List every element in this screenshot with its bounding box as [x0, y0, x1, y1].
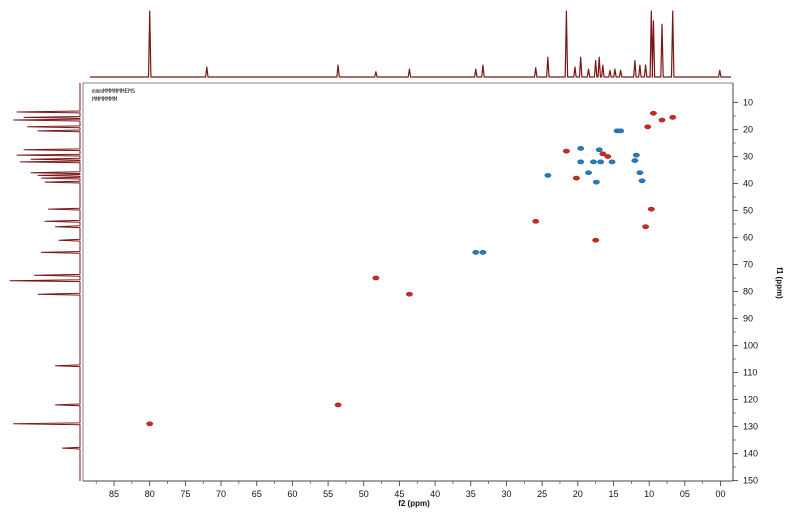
- x-tick-label: 30: [501, 489, 511, 499]
- x-tick-label: 15: [608, 489, 618, 499]
- cross-peak-positive: [592, 237, 600, 243]
- y-tick-label: 20: [743, 125, 753, 135]
- y-tick-label: 130: [743, 422, 758, 432]
- y-tick-label: 60: [743, 233, 753, 243]
- x-tick-label: 10: [644, 489, 654, 499]
- x-tick-label: 55: [323, 489, 333, 499]
- x-tick-label: 80: [145, 489, 155, 499]
- cross-peak-negative: [479, 250, 487, 255]
- cross-peak-positive: [669, 115, 677, 120]
- left-projection-spectrum: [9, 83, 81, 481]
- cross-peak-positive: [599, 151, 607, 157]
- x-tick-label: 00: [716, 489, 726, 499]
- cross-peak-negative: [544, 173, 552, 178]
- y-tick-label: 120: [743, 395, 758, 405]
- y-axis-label: f1 (ppm): [775, 267, 784, 299]
- x-tick-label: 85: [109, 489, 119, 499]
- experiment-info: mmmMMMMMMEMS MMMMMMM: [92, 88, 136, 103]
- cross-peak-negative: [577, 159, 585, 165]
- cross-peak-negative: [617, 128, 625, 134]
- y-tick-label: 10: [743, 98, 753, 108]
- cross-peak-negative: [585, 170, 592, 176]
- x-tick-label: 50: [359, 489, 369, 499]
- y-tick-label: 150: [743, 476, 758, 486]
- y-tick-label: 80: [743, 287, 753, 297]
- x-tick-label: 35: [466, 489, 476, 499]
- top-projection-trace: [90, 10, 731, 78]
- y-tick-label: 140: [743, 449, 758, 459]
- x-tick-label: 45: [394, 489, 404, 499]
- cross-peak-positive: [532, 218, 540, 224]
- cross-peak-positive: [405, 291, 413, 297]
- y-tick-label: 110: [743, 368, 757, 378]
- cross-peak-negative: [592, 179, 600, 185]
- cross-peak-negative: [636, 170, 644, 176]
- y-axis: 10 20 30 40 50 60 70 80 90 100 110 120 130 140 150: [732, 83, 758, 486]
- x-tick-label: 65: [252, 489, 262, 499]
- x-tick-label: 75: [180, 489, 190, 499]
- cross-peak-negative: [632, 152, 640, 158]
- cross-peak-positive: [644, 124, 652, 130]
- left-projection-trace: [9, 83, 81, 481]
- cross-peak-positive: [562, 148, 570, 154]
- info-line-2: MMMMMMM: [92, 96, 118, 103]
- cross-peak-negative: [577, 146, 585, 151]
- y-tick-label: 90: [743, 314, 753, 324]
- x-tick-label: 70: [216, 489, 226, 499]
- cross-peak-positive: [572, 175, 580, 181]
- x-tick-label: 60: [287, 489, 297, 499]
- cross-peak-negative: [638, 178, 646, 184]
- x-axis-label: f2 (ppm): [398, 499, 430, 508]
- cross-peak-positive: [146, 421, 154, 427]
- x-tick-label: 05: [680, 489, 690, 499]
- y-tick-label: 70: [743, 260, 753, 270]
- y-tick-label: 30: [743, 152, 753, 162]
- info-line-1: mmmMMMMMMEMS: [92, 88, 136, 95]
- cross-peak-positive: [658, 117, 666, 123]
- cross-peak-positive: [647, 206, 655, 212]
- cross-peak-negative: [631, 158, 639, 163]
- y-tick-label: 40: [743, 179, 753, 189]
- cross-peak-negative: [597, 159, 605, 165]
- plot-area-frame: [82, 82, 734, 482]
- x-tick-label: 40: [430, 489, 440, 499]
- cross-peak-negative: [595, 147, 603, 153]
- cross-peak-positive: [642, 224, 650, 230]
- y-tick-label: 50: [743, 206, 753, 216]
- x-tick-label: 20: [573, 489, 583, 499]
- cross-peaks: [146, 110, 677, 427]
- x-axis: 85 80 75 70 65 60 55 50 45 40 35 30 25 20 15 10 05 00: [83, 480, 733, 499]
- cross-peak-positive: [604, 154, 612, 159]
- cross-peak-positive: [334, 402, 342, 408]
- y-tick-label: 100: [743, 341, 758, 351]
- top-projection-spectrum: [90, 10, 731, 78]
- x-tick-label: 25: [537, 489, 547, 499]
- cross-peak-negative: [472, 250, 480, 255]
- cross-peak-positive: [649, 110, 657, 116]
- cross-peak-negative: [590, 159, 597, 165]
- cross-peak-negative: [608, 159, 616, 165]
- cross-peak-positive: [372, 275, 380, 281]
